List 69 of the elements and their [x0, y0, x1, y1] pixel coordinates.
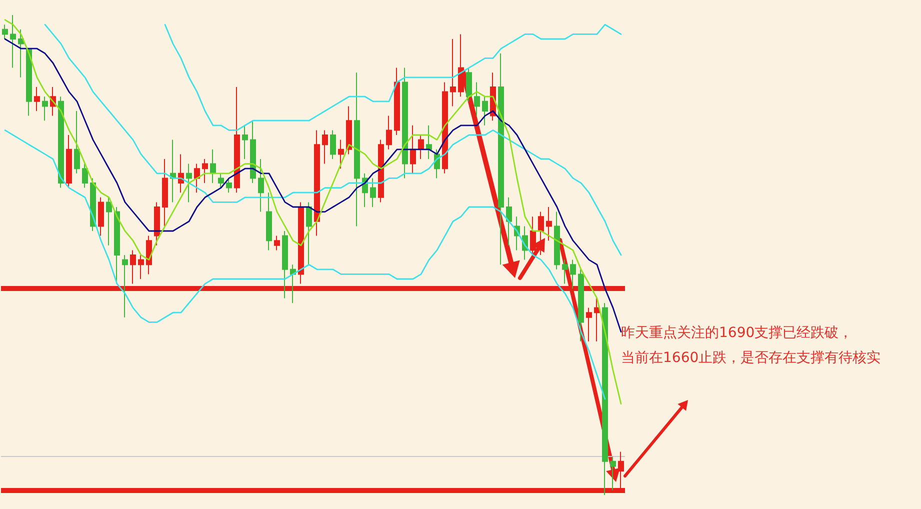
- candlestick: [602, 302, 608, 496]
- candlestick: [506, 196, 512, 246]
- candlestick: [82, 163, 88, 188]
- candlestick: [42, 96, 48, 122]
- candlestick: [578, 268, 584, 342]
- candlestick: [466, 67, 472, 102]
- candlestick: [402, 67, 408, 179]
- candlestick: [394, 67, 400, 136]
- candlestick: [210, 148, 216, 184]
- candlestick: [242, 124, 248, 160]
- candlestick: [298, 202, 304, 284]
- candlestick: [290, 264, 296, 304]
- candlestick: [370, 178, 376, 208]
- candlestick: [138, 254, 144, 280]
- candlestick: [2, 24, 8, 40]
- candlestick: [258, 158, 264, 212]
- candlestick: [194, 163, 200, 194]
- candlestick: [218, 172, 224, 188]
- candlestick: [610, 456, 616, 491]
- candlestick: [26, 48, 32, 116]
- annotation: 当前在1660止跌，是否存在支撑有待核实: [621, 350, 881, 366]
- candlestick: [426, 124, 432, 160]
- candlestick: [162, 158, 168, 227]
- candlestick: [354, 72, 360, 227]
- candlestick: [474, 82, 480, 116]
- candlestick: [410, 124, 416, 174]
- candlestick: [98, 196, 104, 236]
- candlestick: [322, 130, 328, 164]
- candlestick: [266, 192, 272, 251]
- candlestick: [306, 202, 312, 266]
- candlestick: [282, 230, 288, 299]
- candlestick: [450, 38, 456, 107]
- candlestick: [146, 235, 152, 275]
- candlestick: [66, 134, 72, 188]
- annotation: 昨天重点关注的1690支撑已经跌破，: [621, 325, 853, 341]
- candlestick: [338, 139, 344, 170]
- candlestick: [538, 211, 544, 256]
- candlestick: [330, 130, 336, 160]
- candlestick: [122, 254, 128, 318]
- candlestick: [170, 139, 176, 203]
- candlestick: [570, 259, 576, 290]
- candlestick: [34, 86, 40, 112]
- candlestick: [250, 120, 256, 184]
- candlestick: [498, 52, 504, 266]
- candlestick: [586, 307, 592, 342]
- candlestick: [562, 259, 568, 284]
- candlestick: [226, 178, 232, 194]
- candlestick: [442, 82, 448, 174]
- candlestick: [74, 110, 80, 174]
- candlestick: [186, 163, 192, 203]
- candlestick: [154, 202, 160, 246]
- candlestick: [130, 250, 136, 284]
- candlestick: [18, 28, 24, 78]
- candlestick: [554, 211, 560, 270]
- candlestick: [10, 14, 16, 68]
- candlestick: [458, 34, 464, 98]
- candlestick: [378, 139, 384, 203]
- candlestick: [418, 134, 424, 160]
- candlestick: [106, 196, 112, 246]
- candlestick: [482, 96, 488, 126]
- candlestick: [314, 130, 320, 236]
- candlestick: [202, 158, 208, 184]
- candlestick: [386, 115, 392, 150]
- candlestick: [546, 206, 552, 242]
- candlestick: [58, 96, 64, 188]
- candlestick: [346, 106, 352, 155]
- candlestick: [274, 235, 280, 251]
- candlestick: [594, 298, 600, 342]
- candlestick: [234, 86, 240, 194]
